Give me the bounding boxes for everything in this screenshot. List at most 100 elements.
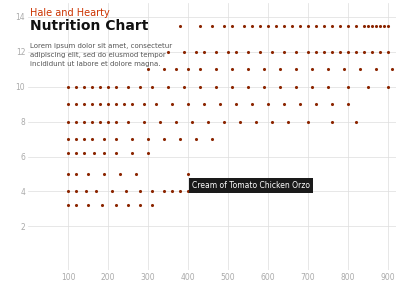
Point [81,151,87,155]
Point [321,23,327,28]
Point [161,137,167,142]
Point [137,84,143,89]
Point [201,102,207,106]
Point [389,67,395,72]
Point [113,151,119,155]
Point [129,102,135,106]
Point [365,23,371,28]
Point [145,151,151,155]
Point [149,203,155,208]
Point [277,67,283,72]
Point [345,84,351,89]
Point [73,151,79,155]
Point [65,189,71,194]
Point [297,102,303,106]
Point [81,137,87,142]
Point [345,23,351,28]
Point [361,50,367,54]
Point [205,189,211,194]
Point [113,84,119,89]
Point [97,102,103,106]
Point [213,50,219,54]
Point [83,189,89,194]
Point [189,119,195,124]
Point [99,203,105,208]
Point [209,137,215,142]
Point [169,102,175,106]
Point [165,84,171,89]
Point [329,102,335,106]
Point [221,23,227,28]
Point [293,67,299,72]
Point [185,172,191,176]
Point [153,102,159,106]
Point [129,151,135,155]
Point [65,151,71,155]
Point [281,102,287,106]
Point [249,102,255,106]
Point [353,119,359,124]
Point [117,172,123,176]
Point [321,50,327,54]
Point [381,23,387,28]
Point [89,119,95,124]
Point [73,189,79,194]
Point [181,50,187,54]
Point [241,23,247,28]
Point [185,102,191,106]
Point [101,151,107,155]
Point [89,102,95,106]
Point [73,84,79,89]
Point [329,23,335,28]
Point [73,172,79,176]
Point [265,102,271,106]
Point [81,102,87,106]
Text: Hale and Hearty: Hale and Hearty [30,8,110,18]
Point [73,119,79,124]
Point [309,84,315,89]
Point [373,67,379,72]
Point [277,84,283,89]
Point [85,203,91,208]
Point [313,23,319,28]
Point [385,50,391,54]
Point [149,189,155,194]
Point [197,67,203,72]
Point [113,137,119,142]
Point [221,119,227,124]
Point [213,84,219,89]
Point [157,119,163,124]
Point [365,84,371,89]
Point [65,137,71,142]
Point [109,189,115,194]
Point [245,84,251,89]
Point [361,23,367,28]
Point [193,189,199,194]
Point [89,137,95,142]
Point [229,84,235,89]
Point [125,84,131,89]
Point [97,84,103,89]
Point [121,102,127,106]
Point [373,23,379,28]
Point [145,67,151,72]
Point [325,67,331,72]
Point [253,119,259,124]
Point [161,189,167,194]
Point [229,23,235,28]
Point [273,23,279,28]
Point [269,50,275,54]
Point [213,67,219,72]
Point [369,23,375,28]
Point [125,203,131,208]
Point [225,50,231,54]
Point [181,84,187,89]
Point [81,119,87,124]
Point [65,203,71,208]
Point [285,119,291,124]
Point [385,84,391,89]
Point [201,50,207,54]
Point [329,50,335,54]
Point [177,189,183,194]
Point [313,102,319,106]
